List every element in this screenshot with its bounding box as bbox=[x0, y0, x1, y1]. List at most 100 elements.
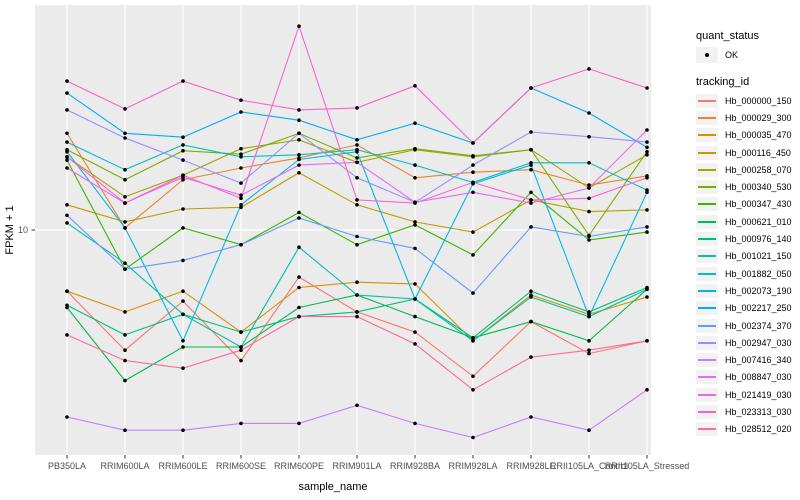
legend-item-tracking: Hb_000340_530 bbox=[696, 178, 800, 195]
data-point bbox=[65, 166, 69, 170]
legend-key-box bbox=[696, 110, 718, 125]
data-point bbox=[471, 336, 475, 340]
data-point bbox=[239, 146, 243, 151]
legend-item-tracking: Hb_000035_470 bbox=[696, 127, 800, 144]
data-point bbox=[181, 299, 185, 303]
legend-item-label: Hb_023313_030 bbox=[725, 406, 792, 417]
legend-item-tracking: Hb_001021_150 bbox=[696, 248, 800, 265]
data-point bbox=[471, 170, 475, 174]
data-point bbox=[529, 86, 533, 90]
data-point bbox=[65, 203, 69, 207]
legend-item-tracking: Hb_028512_020 bbox=[696, 421, 800, 438]
data-point bbox=[355, 176, 359, 180]
line-swatch-icon bbox=[698, 410, 716, 413]
data-point bbox=[587, 351, 591, 356]
data-point bbox=[355, 242, 359, 247]
data-point bbox=[645, 388, 649, 392]
data-point bbox=[181, 366, 185, 371]
legend-item-label: Hb_002073_190 bbox=[725, 285, 792, 296]
data-point bbox=[355, 160, 359, 165]
data-point bbox=[123, 333, 127, 337]
data-point bbox=[529, 163, 533, 167]
line-swatch-icon bbox=[698, 220, 716, 223]
data-point bbox=[297, 285, 301, 290]
data-point bbox=[65, 289, 69, 294]
line-swatch-icon bbox=[698, 272, 716, 275]
line-swatch-icon bbox=[698, 186, 716, 189]
data-point bbox=[123, 177, 127, 182]
line-swatch-icon bbox=[698, 151, 716, 154]
data-point bbox=[123, 131, 127, 136]
legend-key-box bbox=[696, 214, 718, 229]
x-tick-label: RRIM600LA bbox=[100, 461, 149, 471]
legend-item-label: Hb_001882_050 bbox=[725, 268, 792, 279]
data-point bbox=[65, 140, 69, 144]
data-point bbox=[645, 208, 649, 212]
data-point bbox=[587, 209, 591, 214]
data-point bbox=[65, 155, 69, 159]
data-point bbox=[239, 330, 243, 334]
data-point bbox=[239, 98, 243, 102]
data-point bbox=[239, 152, 243, 156]
data-point bbox=[181, 345, 185, 349]
legend-key-box bbox=[696, 318, 718, 333]
data-point bbox=[181, 177, 185, 182]
data-point bbox=[355, 314, 359, 319]
legend-key-box bbox=[696, 93, 718, 108]
line-swatch-icon bbox=[698, 376, 716, 379]
data-point bbox=[123, 220, 127, 224]
data-point bbox=[587, 67, 591, 71]
data-point bbox=[529, 198, 533, 202]
legend-key-box bbox=[696, 128, 718, 143]
legend-tracking-items: Hb_000000_150 Hb_000029_300 Hb_000035_470 H… bbox=[696, 92, 800, 438]
data-point bbox=[297, 163, 301, 167]
data-point bbox=[297, 275, 301, 279]
line-swatch-icon bbox=[698, 168, 716, 171]
data-point bbox=[239, 110, 243, 114]
data-point bbox=[529, 225, 533, 229]
data-point bbox=[587, 161, 591, 165]
data-point bbox=[413, 176, 417, 180]
data-point bbox=[297, 171, 301, 175]
data-point bbox=[123, 201, 127, 205]
data-point bbox=[413, 297, 417, 301]
data-point bbox=[123, 107, 127, 111]
x-tick-label: RRIM928LA bbox=[448, 461, 497, 471]
legend-item-tracking: Hb_002374_370 bbox=[696, 317, 800, 334]
legend-item-label: Hb_000340_530 bbox=[725, 182, 792, 193]
legend-key-box bbox=[696, 353, 718, 368]
data-point bbox=[413, 421, 417, 426]
legend-key-box bbox=[696, 145, 718, 160]
data-point bbox=[413, 220, 417, 224]
data-point bbox=[297, 153, 301, 157]
legend-item-tracking: Hb_000258_070 bbox=[696, 161, 800, 178]
data-point bbox=[65, 149, 69, 154]
data-point bbox=[123, 428, 127, 433]
line-swatch-icon bbox=[698, 289, 716, 292]
data-point bbox=[471, 141, 475, 145]
x-tick-label: RRII105LA_Stressed bbox=[605, 461, 690, 471]
legend-item-tracking: Hb_000029_300 bbox=[696, 109, 800, 126]
data-point bbox=[355, 156, 359, 160]
data-point bbox=[645, 190, 649, 195]
data-point bbox=[297, 118, 301, 122]
data-point bbox=[471, 339, 475, 343]
legend-item-label: Hb_000976_140 bbox=[725, 234, 792, 245]
data-point bbox=[65, 213, 69, 218]
data-point bbox=[181, 339, 185, 343]
x-tick-label: RRIM928LE bbox=[506, 461, 555, 471]
data-point bbox=[587, 348, 591, 353]
x-tick-label: RRIM600SE bbox=[216, 461, 266, 471]
data-point bbox=[181, 135, 185, 139]
data-point bbox=[413, 330, 417, 334]
data-point bbox=[123, 167, 127, 172]
data-point bbox=[471, 190, 475, 195]
y-tick-label: 10 bbox=[18, 225, 28, 235]
legend-item-tracking: Hb_002947_030 bbox=[696, 334, 800, 351]
data-point bbox=[645, 176, 649, 180]
data-point bbox=[65, 333, 69, 337]
line-swatch-icon bbox=[698, 116, 716, 119]
data-point bbox=[297, 314, 301, 319]
data-point bbox=[123, 267, 127, 272]
legend-item-label: Hb_001021_150 bbox=[725, 251, 792, 262]
